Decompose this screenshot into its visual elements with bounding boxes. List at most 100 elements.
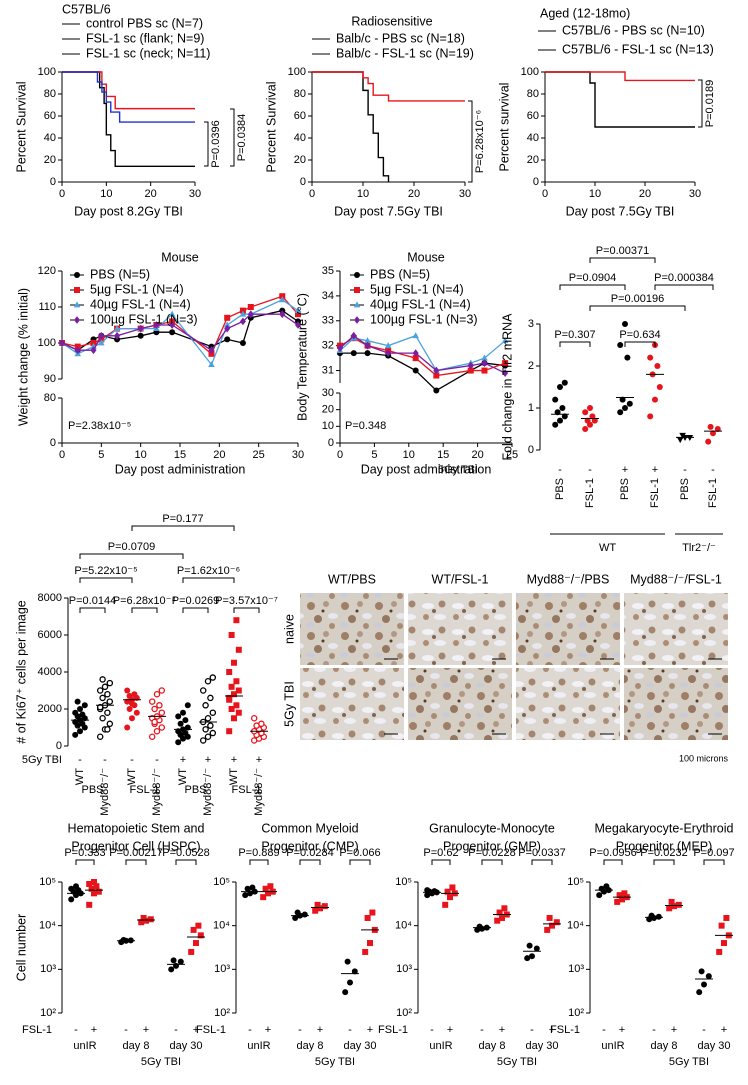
marker [126,693,133,700]
y-tick-label: 32 [322,340,334,352]
y-axis-label: Percent Survival [14,81,28,172]
bracket [481,859,503,865]
marker [447,894,453,901]
p-value: P=0.097 [693,847,734,859]
marker [279,310,286,319]
p-value: P=0.348 [345,420,386,432]
marker [424,887,431,894]
marker [654,363,661,369]
marker [74,698,81,705]
marker [362,948,369,955]
histology-image [300,593,404,665]
marker [614,898,621,905]
marker [476,923,483,930]
row-value: - [298,1024,302,1036]
marker [158,709,166,716]
marker [622,405,628,411]
marker [88,885,95,892]
marker [584,417,591,424]
row-value: + [231,754,237,766]
group-label: FSL-1 [707,478,719,508]
x-axis-label: Day post administration [115,462,246,476]
x-tick-label: 15 [437,449,449,461]
row-value: + [652,464,658,476]
x-axis-label: 5Gy TBI [669,1056,709,1068]
y-tick-label: 10⁴ [567,920,584,932]
marker [342,989,349,996]
marker [412,349,419,358]
marker [239,317,246,326]
marker [199,737,207,744]
marker [265,890,271,897]
x-axis-label: Day post 7.5Gy TBI [334,204,443,218]
marker [208,346,215,355]
row-value: + [143,1024,149,1036]
x-tick-label: 10 [403,449,415,461]
legend-label: PBS (N=5) [370,267,430,281]
marker [337,344,343,353]
row-value: - [558,464,562,476]
sub-label: day 30 [343,1040,376,1052]
sub-label: day 30 [697,1040,730,1052]
legend-label: 100µg FSL-1 (N=3) [370,312,478,326]
marker [99,715,106,722]
row-value: - [124,1024,128,1036]
bracket [79,607,106,613]
y-tick-label: 10³ [40,963,56,975]
legend-marker [73,301,81,308]
marker [72,731,79,738]
y-tick-label: 30 [322,387,334,399]
marker [153,321,160,329]
y-tick-label: 34 [322,290,334,302]
row-value: + [265,1024,271,1036]
x-tick-label: 30 [189,188,201,200]
chart-title: Megakaryocyte-Erythroid [595,821,734,835]
row-value: - [683,464,687,476]
bracket [559,284,626,290]
marker [204,678,212,685]
marker [481,354,488,361]
legend-label: FSL-1 sc (flank; N=9) [86,31,204,45]
group-label: WT [177,768,189,785]
x-tick-label: 0 [309,188,315,200]
marker [104,690,111,698]
legend-marker [74,272,80,278]
marker [158,687,166,694]
series-line [339,334,506,374]
x-axis-label: 5Gy TBI [497,1056,537,1068]
marker [81,702,88,709]
chart-title: Mouse [407,250,445,264]
row-value: + [180,754,186,766]
p-value: P=0.634 [619,329,660,341]
p-value: P=0.0269 [172,595,219,607]
marker [312,907,319,914]
marker [347,979,353,986]
row-value: + [193,1024,199,1036]
marker [168,310,176,317]
x-tick-label: 20 [408,188,420,200]
legend-marker [353,301,361,308]
sub-label: WT [599,542,616,554]
marker [242,892,249,899]
marker [79,711,86,718]
marker [184,702,191,709]
y-tick-label: 100 [288,66,306,78]
row-value: - [103,754,107,766]
x-tick-label: 20 [471,449,483,461]
marker [557,417,563,424]
marker [502,369,509,377]
row-value: + [256,754,262,766]
marker [442,901,449,908]
marker [148,698,156,705]
y-tick-label: 10⁵ [39,876,56,888]
marker [133,709,140,716]
marker [295,311,301,318]
row-value: + [721,1024,727,1036]
y-tick-label: 80 [294,88,306,100]
sub-label: day 8 [651,1040,678,1052]
y-tick-label: 10⁴ [395,920,412,932]
y-tick-label: 20 [44,154,56,166]
group-label: PBS [619,478,631,500]
